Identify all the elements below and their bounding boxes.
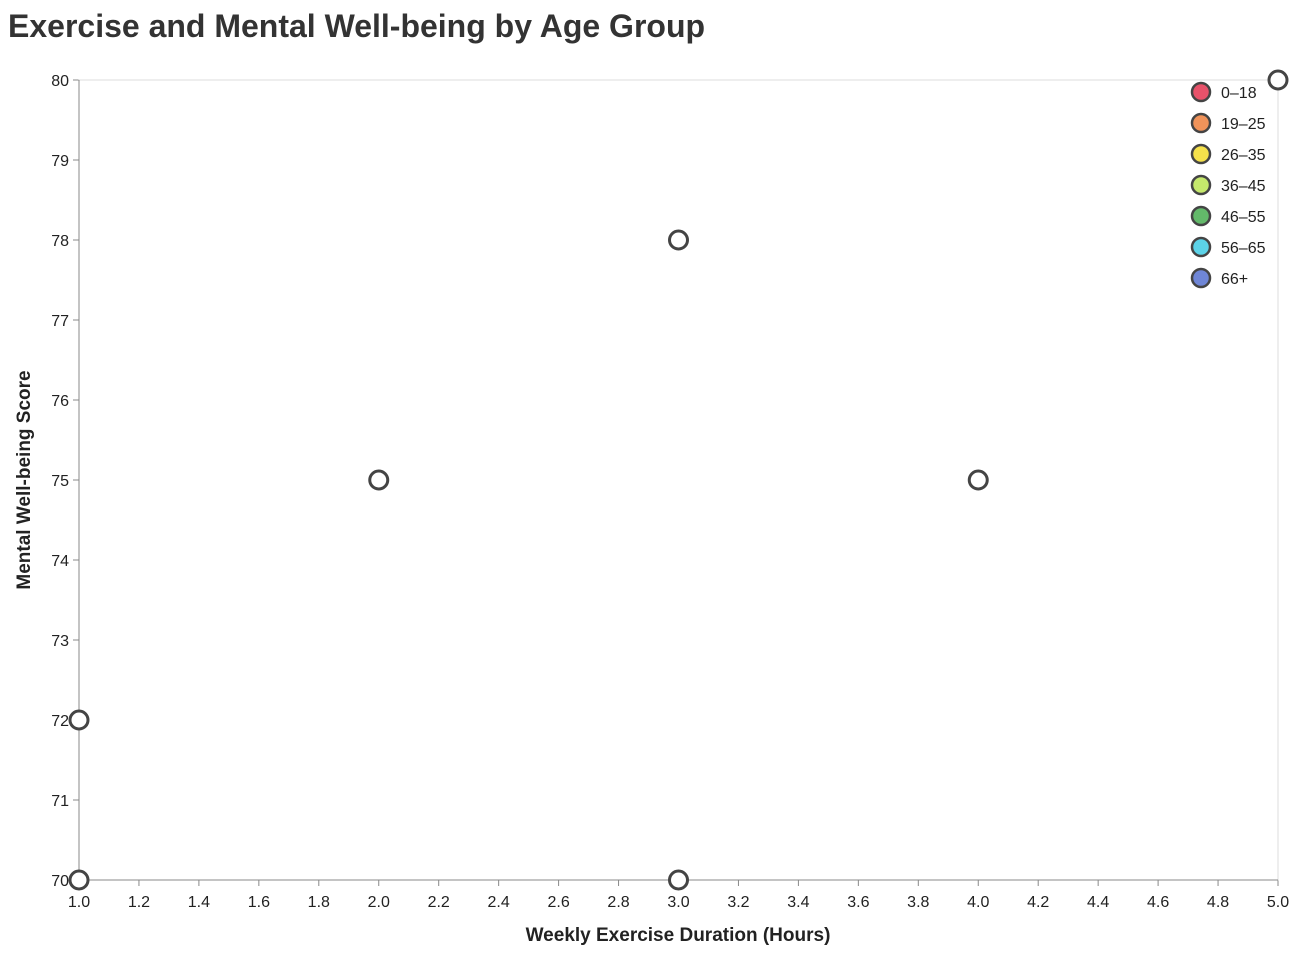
legend-swatch bbox=[1190, 267, 1212, 289]
y-tick-label: 73 bbox=[51, 633, 69, 650]
x-tick-label: 1.0 bbox=[68, 894, 90, 911]
x-tick-label: 3.6 bbox=[847, 894, 869, 911]
x-tick-label: 4.0 bbox=[967, 894, 989, 911]
legend-label: 56–65 bbox=[1221, 240, 1266, 257]
y-tick-label: 75 bbox=[51, 473, 69, 490]
x-tick-label: 2.6 bbox=[547, 894, 569, 911]
legend: 0–18 19–25 26–35 36–45 46–55 56–65 66+ bbox=[1190, 81, 1266, 289]
y-tick-label: 70 bbox=[51, 873, 69, 890]
x-tick-label: 1.8 bbox=[308, 894, 330, 911]
y-tick-label: 74 bbox=[51, 553, 69, 570]
y-tick-label: 80 bbox=[51, 73, 69, 90]
y-tick-label: 77 bbox=[51, 313, 69, 330]
x-tick-label: 4.6 bbox=[1147, 894, 1169, 911]
x-tick-label: 3.4 bbox=[787, 894, 809, 911]
x-tick-label: 2.4 bbox=[488, 894, 510, 911]
legend-swatch bbox=[1190, 236, 1212, 258]
legend-label: 26–35 bbox=[1221, 147, 1266, 164]
scatter-point bbox=[668, 229, 689, 251]
legend-label: 36–45 bbox=[1221, 178, 1266, 195]
x-tick-label: 1.6 bbox=[248, 894, 270, 911]
x-axis-title: Weekly Exercise Duration (Hours) bbox=[526, 925, 831, 946]
legend-swatch bbox=[1190, 205, 1212, 227]
y-axis: 70 71 72 73 74 75 76 77 78 79 80 bbox=[51, 73, 79, 890]
legend-label: 0–18 bbox=[1221, 85, 1257, 102]
y-axis-title: Mental Well-being Score bbox=[14, 370, 35, 589]
legend-swatch bbox=[1190, 81, 1212, 103]
x-tick-label: 2.8 bbox=[607, 894, 629, 911]
x-tick-label: 3.2 bbox=[727, 894, 749, 911]
legend-swatch bbox=[1190, 112, 1212, 134]
x-tick-label: 2.0 bbox=[368, 894, 390, 911]
x-tick-label: 4.8 bbox=[1207, 894, 1229, 911]
scatter-point bbox=[1267, 69, 1289, 91]
x-tick-label: 1.4 bbox=[188, 894, 210, 911]
chart-title: Exercise and Mental Well-being by Age Gr… bbox=[8, 8, 705, 44]
legend-swatch bbox=[1190, 174, 1212, 196]
x-tick-label: 2.2 bbox=[428, 894, 450, 911]
legend-swatch bbox=[1190, 143, 1212, 165]
scatter-point bbox=[368, 469, 390, 491]
x-tick-label: 3.8 bbox=[907, 894, 929, 911]
y-tick-label: 72 bbox=[51, 713, 69, 730]
legend-label: 19–25 bbox=[1221, 116, 1266, 133]
legend-label: 46–55 bbox=[1221, 209, 1266, 226]
x-tick-label: 1.2 bbox=[128, 894, 150, 911]
scatter-point bbox=[68, 869, 90, 891]
data-points bbox=[68, 69, 1289, 891]
x-tick-label: 3.0 bbox=[667, 894, 689, 911]
y-tick-label: 71 bbox=[51, 793, 69, 810]
legend-label: 66+ bbox=[1221, 271, 1248, 288]
y-tick-label: 76 bbox=[51, 393, 69, 410]
plot-frame bbox=[78, 79, 1279, 881]
scatter-point bbox=[967, 469, 989, 491]
x-axis: 1.0 1.2 1.4 1.6 1.8 2.0 2.2 2.4 2.6 2.8 3.0 3.2 3.4 3… bbox=[68, 880, 1289, 911]
x-tick-label: 4.2 bbox=[1027, 894, 1049, 911]
y-tick-label: 78 bbox=[51, 233, 69, 250]
x-tick-label: 5.0 bbox=[1267, 894, 1289, 911]
x-tick-label: 4.4 bbox=[1087, 894, 1109, 911]
scatter-point bbox=[68, 709, 90, 731]
y-tick-label: 79 bbox=[51, 153, 69, 170]
scatter-point bbox=[668, 869, 689, 891]
